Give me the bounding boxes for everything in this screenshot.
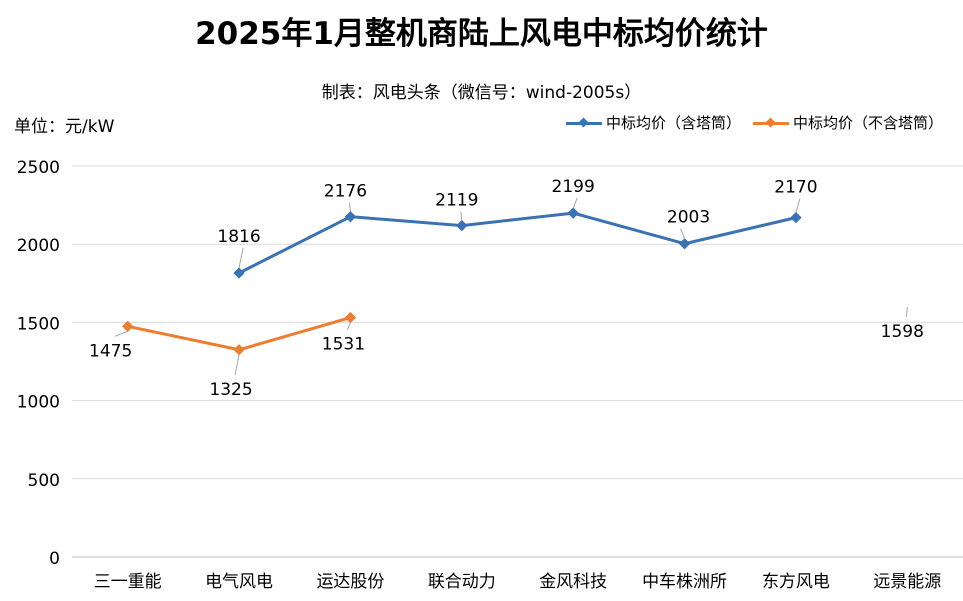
data-point-marker bbox=[456, 219, 468, 232]
legend-key-without-tower bbox=[752, 116, 789, 130]
legend: 中标均价（含塔筒） 中标均价（不含塔筒） bbox=[565, 112, 943, 133]
data-label: 2199 bbox=[552, 177, 595, 197]
data-point-marker bbox=[790, 211, 802, 224]
data-label-leader bbox=[572, 197, 578, 209]
series-line-segment bbox=[683, 216, 798, 246]
chart-title: 2025年1月整机商陆上风电中标均价统计 bbox=[195, 16, 768, 52]
data-label: 2176 bbox=[324, 182, 367, 202]
series-line-segment bbox=[460, 211, 575, 228]
data-point-marker bbox=[344, 311, 357, 324]
unit-label: 单位：元/kW bbox=[14, 117, 115, 137]
x-tick-label: 远景能源 bbox=[873, 572, 941, 592]
y-tick-label: 1000 bbox=[17, 393, 60, 413]
data-label: 1816 bbox=[217, 227, 260, 247]
data-label-leader bbox=[346, 322, 351, 330]
series-line-segment bbox=[237, 316, 352, 352]
data-label-leader bbox=[348, 202, 351, 212]
data-point-marker bbox=[233, 344, 245, 356]
y-tick-label: 2000 bbox=[17, 236, 60, 256]
data-label: 1475 bbox=[89, 341, 132, 361]
series-line-segment bbox=[126, 324, 241, 352]
x-tick-label: 金风科技 bbox=[539, 572, 607, 592]
x-tick-label: 电气风电 bbox=[205, 572, 273, 592]
data-label: 2119 bbox=[435, 191, 478, 211]
data-label-leader bbox=[680, 228, 686, 239]
x-tick-label: 运达股份 bbox=[316, 572, 384, 592]
y-tick-label: 500 bbox=[28, 471, 60, 491]
legend-label-with-tower: 中标均价（含塔筒） bbox=[605, 114, 741, 132]
data-point-marker bbox=[678, 238, 691, 250]
data-label: 2170 bbox=[774, 178, 817, 198]
x-tick-label: 三一重能 bbox=[94, 572, 162, 592]
legend-item-without-tower: 中标均价（不含塔筒） bbox=[752, 112, 943, 133]
data-label: 1598 bbox=[881, 322, 924, 342]
series-line-segment bbox=[571, 211, 687, 246]
x-tick-label: 东方风电 bbox=[762, 572, 830, 592]
chart-subtitle: 制表：风电头条（微信号：wind-2005s） bbox=[321, 83, 642, 103]
data-label-leader bbox=[460, 211, 463, 221]
data-label-leader bbox=[905, 307, 908, 318]
x-tick-label: 中车株洲所 bbox=[642, 572, 727, 592]
series-line-segment bbox=[237, 215, 352, 275]
data-label: 1325 bbox=[209, 380, 252, 400]
data-label-leader bbox=[795, 198, 801, 213]
legend-key-with-tower bbox=[565, 116, 602, 130]
data-label-leader bbox=[234, 354, 240, 375]
x-tick-label: 联合动力 bbox=[428, 572, 496, 592]
data-point-marker bbox=[344, 211, 357, 223]
data-point-marker bbox=[233, 267, 245, 279]
data-label: 1531 bbox=[322, 335, 365, 355]
y-tick-label: 0 bbox=[49, 549, 60, 569]
y-tick-label: 1500 bbox=[17, 314, 60, 334]
y-tick-label: 2500 bbox=[17, 158, 60, 178]
series-line-segment bbox=[348, 215, 464, 228]
data-label-leader bbox=[238, 247, 244, 269]
data-point-marker bbox=[567, 207, 579, 219]
legend-item-with-tower: 中标均价（含塔筒） bbox=[565, 112, 741, 133]
legend-label-without-tower: 中标均价（不含塔筒） bbox=[792, 114, 943, 132]
data-label-leader bbox=[114, 330, 128, 337]
data-label: 2003 bbox=[667, 208, 710, 228]
